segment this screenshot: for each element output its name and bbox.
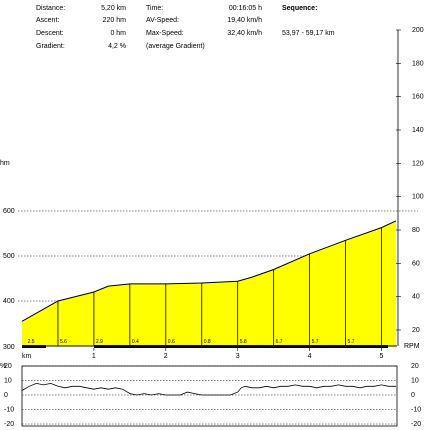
segment-gradient-label: 2.5 <box>28 339 35 345</box>
gradient-y-tick: -10 <box>4 407 14 414</box>
avg-gradient-note: (average Gradient) <box>146 43 205 50</box>
rpm-tick-label: 40 <box>412 294 420 301</box>
segment-gradient-label: 2.9 <box>96 339 103 345</box>
sequence-label: Sequence: <box>282 5 318 12</box>
rpm-tick-label: 120 <box>412 160 424 167</box>
gradient-y-label: % <box>0 363 6 370</box>
segment-gradient-label: 0.4 <box>132 339 139 345</box>
rpm-tick-label: 200 <box>412 27 424 34</box>
rpm-tick-label: 100 <box>412 194 424 201</box>
segment-gradient-label: 0.6 <box>168 339 175 345</box>
avspeed-value: 19,40 km/h <box>227 17 262 24</box>
gradient-right-tick: 10 <box>411 378 419 385</box>
time-value: 00:16:05 h <box>228 5 262 12</box>
rpm-tick-label: 160 <box>412 94 424 101</box>
rpm-tick-label: 60 <box>412 260 420 267</box>
x-axis-label-km: km <box>22 353 32 360</box>
x-tick-label: 4 <box>308 353 312 360</box>
descent-value: 0 hm <box>110 30 126 37</box>
elev-y-tick: 400 <box>3 298 15 305</box>
elev-y-bottom: 300 <box>3 344 15 351</box>
baseline-bar <box>22 345 46 348</box>
segment-gradient-label: 5.8 <box>240 339 247 345</box>
rpm-tick-label: 180 <box>412 60 424 67</box>
elevation-plot: 2.5 5.6 2.9 0.4 0.6 0.8 5.8 6.7 5.7 5.7 400 500 600 3… <box>0 160 418 360</box>
gradient-y-tick: 20 <box>4 363 12 370</box>
gradient-frame <box>21 365 398 427</box>
gradient-right-tick: 20 <box>411 363 419 370</box>
x-tick-label: 2 <box>164 353 168 360</box>
gradient-label: Gradient: <box>36 43 65 50</box>
elevation-line <box>21 220 397 322</box>
elev-y-tick: 500 <box>3 253 15 260</box>
x-tick-label: 3 <box>236 353 240 360</box>
distance-value: 5,20 km <box>101 5 126 12</box>
ascent-label: Ascent: <box>36 17 60 24</box>
rpm-tick-label: 20 <box>412 327 420 334</box>
gradient-value: 4,2 % <box>108 43 126 50</box>
x-tick-label: 1 <box>92 353 96 360</box>
maxspeed-label: Max-Speed: <box>146 30 184 37</box>
rpm-axis-label: RPM <box>404 343 420 350</box>
ascent-value: 220 hm <box>102 17 126 24</box>
rpm-tick-label: 140 <box>412 127 424 134</box>
rpm-axis: 200 180 160 140 120 100 80 60 40 20 RPM <box>396 27 424 350</box>
gradient-y-tick: 0 <box>4 392 8 399</box>
segment-gradient-label: 5.6 <box>60 339 67 345</box>
summary-panel: Distance: 5,20 km Ascent: 220 hm Descent… <box>0 0 431 56</box>
y-axis-label-hm: hm <box>0 160 10 167</box>
gradient-right-tick: -10 <box>411 407 421 414</box>
segment-gradient-label: 0.8 <box>204 339 211 345</box>
segment-gradient-label: 6.7 <box>276 339 283 345</box>
maxspeed-value: 32,40 km/h <box>227 30 262 37</box>
gradient-right-tick: -20 <box>411 421 421 428</box>
rpm-tick-label: 80 <box>412 227 420 234</box>
segment-gradient-label: 5.7 <box>312 339 319 345</box>
elev-y-tick: 600 <box>3 208 15 215</box>
gradient-y-tick: -20 <box>4 421 14 428</box>
x-tick-label: 5 <box>380 353 384 360</box>
gradient-right-tick: 0 <box>411 392 415 399</box>
gradient-line <box>21 382 396 396</box>
gradient-y-tick: 10 <box>4 378 12 385</box>
baseline-bar <box>94 345 388 348</box>
segment-gradient-label: 5.7 <box>348 339 355 345</box>
distance-label: Distance: <box>36 5 66 12</box>
time-label: Time: <box>146 5 164 12</box>
elevation-area <box>22 220 396 346</box>
sequence-value: 53,97 - 59,17 km <box>282 30 335 37</box>
gradient-plot: 20 10 0 -10 -20 20 10 0 -10 -20% <box>0 363 421 428</box>
descent-label: Descent: <box>36 30 64 37</box>
avspeed-label: AV-Speed: <box>146 17 179 24</box>
